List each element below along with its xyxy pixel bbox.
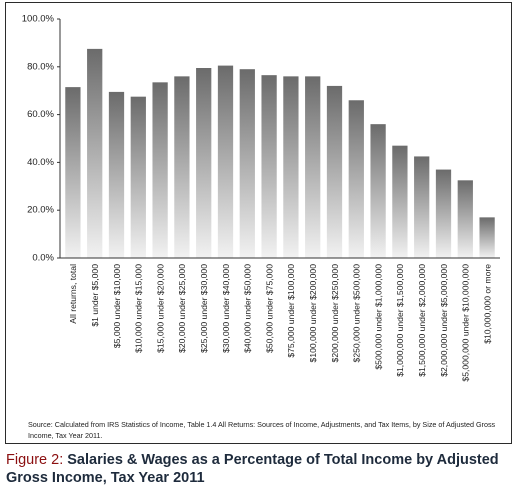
- y-tick-label: 40.0%: [27, 157, 54, 168]
- source-note: Source: Calculated from IRS Statistics o…: [28, 420, 496, 440]
- bar: [174, 76, 190, 258]
- bar: [348, 100, 364, 258]
- bar: [457, 180, 473, 258]
- x-tick-label: $1,500,000 under $2,000,000: [417, 264, 427, 377]
- bar: [196, 68, 212, 258]
- bars-group: [65, 48, 495, 259]
- x-tick-label: $500,000 under $1,000,000: [373, 264, 383, 370]
- bar: [305, 76, 321, 258]
- figure-caption: Figure 2: Salaries & Wages as a Percenta…: [6, 451, 514, 487]
- bar: [87, 48, 103, 259]
- x-tick-label: $20,000 under $25,000: [177, 264, 187, 353]
- x-tick-label: $10,000 under $15,000: [134, 264, 144, 353]
- x-tick-label: $75,000 under $100,000: [286, 264, 296, 358]
- x-tick-label: $1,000,000 under $1,500,000: [395, 264, 405, 377]
- bar: [479, 217, 495, 258]
- bar: [217, 65, 234, 258]
- bar: [414, 156, 430, 258]
- bar: [108, 91, 125, 259]
- axes-group: [59, 19, 500, 259]
- bar: [65, 87, 81, 259]
- bar: [130, 96, 146, 258]
- bar: [152, 82, 168, 258]
- bar: [326, 85, 343, 258]
- x-tick-label: $50,000 under $75,000: [264, 264, 274, 353]
- x-tick-label: $5,000,000 under $10,000,000: [461, 264, 471, 382]
- bar: [239, 69, 255, 258]
- x-tick-label: $200,000 under $250,000: [330, 264, 340, 363]
- x-tick-label: $2,000,000 under $5,000,000: [439, 264, 449, 377]
- y-tick-label: 20.0%: [27, 205, 54, 216]
- x-tick-label: $40,000 under $50,000: [243, 264, 253, 353]
- figure-label: Figure 2:: [6, 452, 64, 468]
- bar: [370, 124, 386, 258]
- x-tick-label: $25,000 under $30,000: [199, 264, 209, 353]
- bar: [283, 76, 299, 258]
- y-tick-label: 100.0%: [22, 14, 55, 25]
- x-labels-group: All returns, total $1 under $5,000 $5,000 …: [68, 264, 492, 382]
- y-tick-label: 80.0%: [27, 61, 54, 72]
- bar: [261, 75, 277, 258]
- figure-title: Salaries & Wages as a Percentage of Tota…: [6, 452, 499, 486]
- x-tick-label: All returns, total: [68, 264, 78, 324]
- x-tick-label: $5,000 under $10,000: [112, 264, 122, 348]
- x-tick-label: $10,000,000 or more: [482, 264, 492, 344]
- y-tick-label: 60.0%: [27, 109, 54, 120]
- x-tick-label: $250,000 under $500,000: [352, 264, 362, 363]
- x-tick-label: $100,000 under $200,000: [308, 264, 318, 363]
- bar: [392, 145, 408, 258]
- x-tick-label: $15,000 under $20,000: [155, 264, 165, 353]
- bar: [435, 169, 452, 258]
- x-tick-label: $30,000 under $40,000: [221, 264, 231, 353]
- y-ticks-group: 0.0% 20.0% 40.0% 60.0% 80.0% 100.0%: [22, 14, 60, 264]
- x-tick-label: $1 under $5,000: [90, 264, 100, 327]
- y-tick-label: 0.0%: [32, 253, 54, 264]
